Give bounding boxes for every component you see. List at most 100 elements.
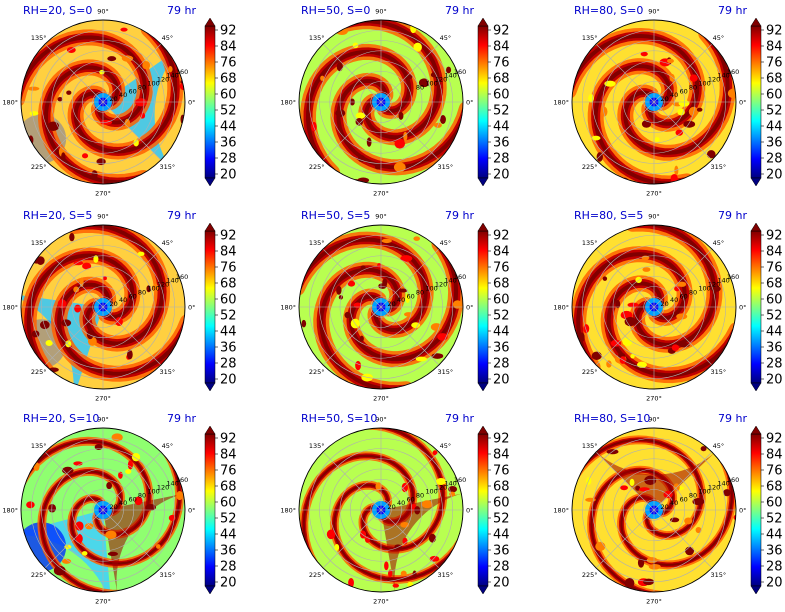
colorbar-tick-label: 28 [220, 357, 237, 372]
polar-grid [571, 224, 737, 390]
convective-cell [667, 58, 674, 64]
angle-tick-label: 135° [309, 34, 325, 42]
convective-cell [585, 497, 596, 502]
colorbar-tick-label: 20 [766, 576, 783, 591]
rain-band-peak [630, 225, 717, 347]
time-label: 79 hr [445, 4, 474, 17]
angle-tick-label: 90° [97, 213, 109, 221]
radial-tick-label: 160 [176, 476, 188, 484]
polar-panel: 20 40 60 80 1001201401600°45°90°135°180°225°… [2, 412, 237, 606]
convective-cell [355, 112, 366, 119]
convective-cell [61, 319, 72, 327]
colorbar-tick-label: 84 [220, 448, 237, 463]
colorbar-tick-label: 92 [220, 229, 237, 244]
colorbar-tick-label: 44 [220, 528, 237, 543]
colorbar-tick-label: 68 [766, 72, 783, 87]
convective-cell [610, 339, 622, 347]
convective-cell [26, 501, 35, 509]
colorbar-tick-label: 52 [493, 309, 510, 324]
convective-cell [410, 23, 417, 34]
convective-cell [436, 478, 446, 486]
convective-cell [326, 529, 336, 540]
colorbar-tick-label: 60 [493, 496, 510, 511]
radial-tick-label: 120 [435, 281, 447, 289]
convective-cell [429, 555, 440, 562]
angular-gridline [595, 306, 655, 366]
angular-gridline [380, 248, 440, 308]
convective-cell [155, 544, 161, 549]
colorbar-tick-label: 84 [766, 40, 783, 55]
convective-cell [31, 330, 40, 338]
colorbar-tick-label: 20 [493, 168, 510, 183]
angular-gridline [595, 43, 655, 103]
colorbar-tick-label: 84 [493, 245, 510, 260]
radial-tick-label: 40 [670, 499, 678, 507]
convective-cell [733, 514, 736, 521]
angular-gridline [322, 509, 382, 569]
convective-cell [73, 286, 80, 293]
radial-tick-label: 140 [444, 72, 456, 80]
angle-tick-label: 225° [309, 571, 325, 579]
radial-tick-label: 80 [138, 288, 146, 296]
radial-tick-label: 100 [425, 285, 437, 293]
colorbar-tick-label: 84 [493, 40, 510, 55]
colorbar-tick-label: 92 [766, 432, 783, 447]
convective-cell [111, 433, 123, 442]
polar-grid [571, 19, 737, 185]
angle-tick-label: 270° [95, 190, 111, 198]
polar-panel: 20 40 60 80 1001201401600°45°90°135°180°225°… [553, 209, 782, 403]
radial-tick-label: 100 [147, 488, 159, 496]
radial-tick-label: 20 [109, 95, 117, 103]
convective-cell [586, 477, 592, 485]
radial-tick-label: 20 [109, 300, 117, 308]
time-label: 79 hr [167, 209, 196, 222]
convective-cell [615, 299, 621, 309]
convective-cell [121, 55, 134, 62]
convective-cell [142, 61, 151, 70]
colorbar-tick-label: 20 [766, 168, 783, 183]
angle-tick-label: 270° [95, 598, 111, 606]
convective-cell [392, 583, 400, 588]
radial-tick-label: 40 [119, 296, 127, 304]
colorbar-tick-label: 36 [766, 544, 783, 559]
angle-tick-label: 135° [309, 442, 325, 450]
convective-cell [359, 335, 364, 342]
panel-title: RH=80, S=10 [574, 412, 650, 425]
convective-cell [107, 551, 118, 557]
colorbar-tick-label: 92 [493, 229, 510, 244]
colorbar-tick-label: 76 [493, 56, 510, 71]
radial-tick-label: 140 [444, 480, 456, 488]
convective-cell [146, 285, 152, 293]
convective-cell [439, 115, 446, 124]
convective-cell [374, 164, 381, 170]
angle-tick-label: 315° [438, 571, 454, 579]
colorbar-tick-label: 36 [493, 544, 510, 559]
colorbar-tick-label: 84 [220, 40, 237, 55]
polar-panel: 20 40 60 80 1001201401600°45°90°135°180°225°… [2, 4, 236, 198]
convective-cell [61, 152, 66, 162]
convective-cell [412, 570, 417, 579]
angle-tick-label: 45° [713, 239, 725, 247]
convective-cell [591, 135, 601, 141]
radial-tick-label: 100 [147, 285, 159, 293]
convective-cell [637, 557, 645, 568]
angle-tick-label: 225° [582, 368, 598, 376]
convective-cell [418, 78, 430, 88]
convective-cell [381, 238, 392, 244]
angle-tick-label: 45° [713, 34, 725, 42]
angle-tick-label: 135° [309, 239, 325, 247]
radial-tick-label: 80 [689, 83, 697, 91]
convective-cell [53, 565, 66, 576]
radial-tick-label: 120 [435, 76, 447, 84]
angular-gridline [102, 306, 162, 366]
colorbar-tick-label: 84 [766, 448, 783, 463]
colorbar-tick-label: 68 [220, 480, 237, 495]
convective-cell [678, 99, 690, 107]
radial-tick-label: 120 [708, 281, 720, 289]
colorbar-tick-label: 44 [766, 325, 783, 340]
convective-cell [685, 546, 695, 556]
polar-panel: 20 40 60 80 1001201401600°45°90°135°180°225°… [2, 209, 236, 403]
